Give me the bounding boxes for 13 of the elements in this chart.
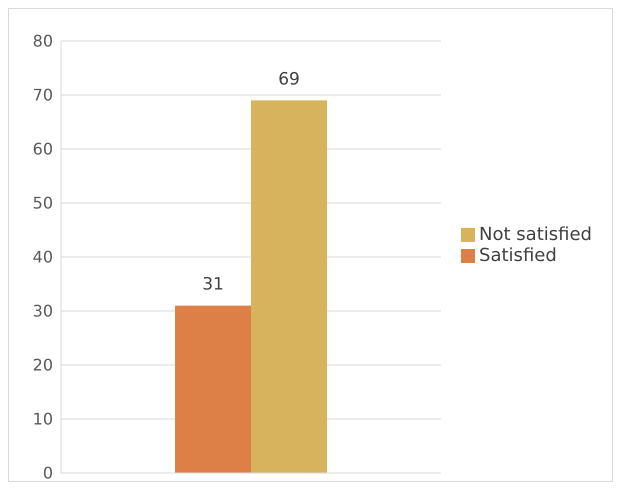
y-tick-label: 80 <box>32 32 53 51</box>
data-label: 69 <box>278 69 300 90</box>
y-tick-label: 20 <box>32 356 53 375</box>
data-label: 31 <box>202 274 224 295</box>
y-tick-label: 50 <box>32 194 53 213</box>
y-tick-label: 10 <box>32 410 53 429</box>
legend-label: Not satisfied <box>479 224 592 245</box>
y-tick-label: 0 <box>42 464 53 483</box>
y-tick-label: 60 <box>32 140 53 159</box>
y-tick-label: 40 <box>32 248 53 267</box>
legend-label: Satisfied <box>479 245 557 266</box>
y-tick-label: 30 <box>32 302 53 321</box>
y-tick-label: 70 <box>32 86 53 105</box>
